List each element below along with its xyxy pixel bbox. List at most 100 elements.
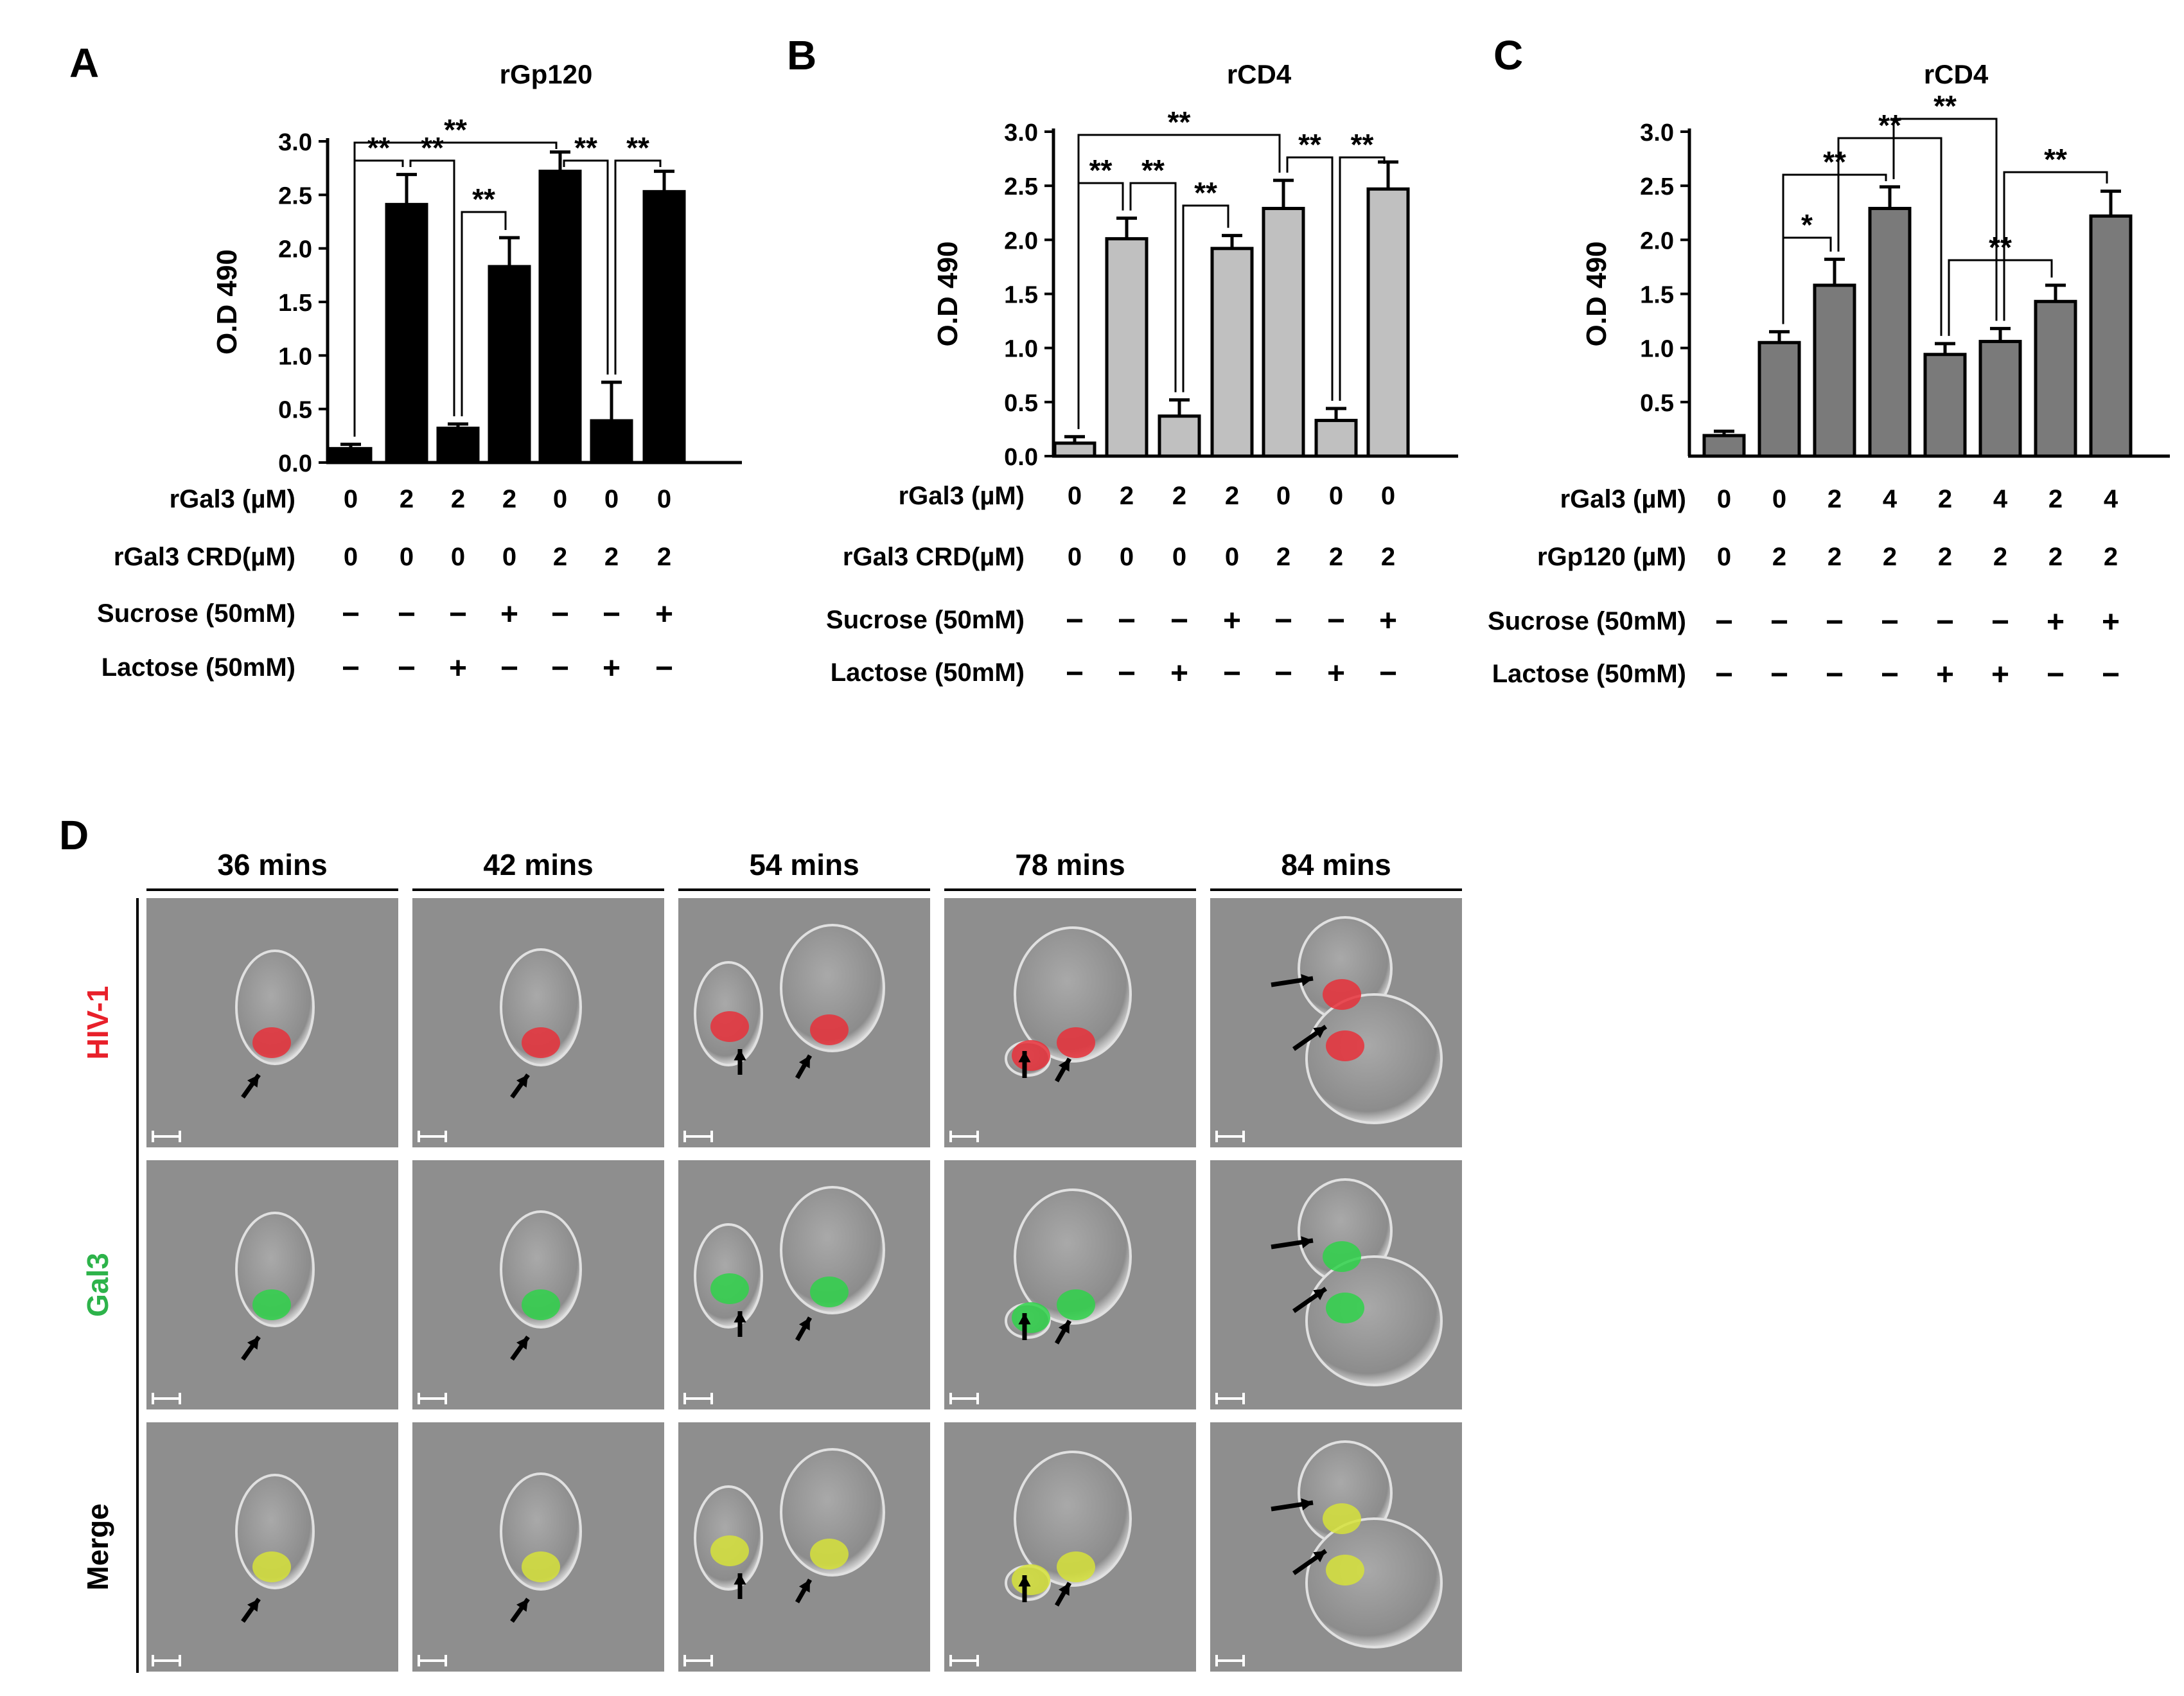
- condition-value: −: [1327, 604, 1345, 638]
- y-tick-label: 3.0: [278, 129, 312, 156]
- scale-bar: [949, 1655, 979, 1666]
- cell: [780, 1186, 885, 1314]
- condition-value: 0: [1172, 543, 1186, 571]
- condition-value: −: [342, 651, 360, 685]
- condition-value: −: [1826, 605, 1844, 639]
- condition-value: +: [2102, 605, 2120, 639]
- significance-bracket: [409, 159, 455, 416]
- condition-value: −: [1379, 657, 1397, 691]
- condition-label: rGal3 (µM): [170, 485, 295, 513]
- arrow-head: [798, 1580, 810, 1593]
- y-tick-label: 1.5: [1640, 282, 1674, 309]
- arrow-head: [1301, 1236, 1313, 1249]
- y-tick-label: 3.0: [1640, 119, 1674, 146]
- significance-label: **: [1878, 109, 1901, 142]
- condition-value: 0: [344, 543, 358, 571]
- condition-label: rGp120 (µM): [1537, 543, 1686, 571]
- bar: [1923, 353, 1967, 458]
- cell: [780, 924, 885, 1052]
- bar: [436, 427, 480, 464]
- condition-value: 2: [604, 543, 619, 571]
- condition-value: 0: [1381, 482, 1395, 510]
- condition-value: +: [1379, 604, 1397, 638]
- bar: [329, 446, 373, 464]
- condition-value: +: [449, 651, 467, 685]
- fluorescence-signal: [1326, 1030, 1364, 1061]
- significance-label: **: [2044, 143, 2067, 176]
- micrograph-tile: [1210, 1160, 1462, 1409]
- arrow-head: [1301, 974, 1313, 987]
- scale-bar: [1215, 1131, 1245, 1142]
- condition-value: −: [1715, 658, 1733, 692]
- condition-value: +: [2047, 605, 2065, 639]
- arrow-head: [247, 1337, 259, 1350]
- condition-value: 2: [1938, 485, 1952, 513]
- condition-label: rGal3 CRD(µM): [114, 543, 295, 571]
- condition-label: Lactose (50mM): [101, 653, 295, 682]
- significance-bracket: [1286, 156, 1334, 401]
- fluorescence-signal: [1057, 1289, 1095, 1320]
- scale-bar: [683, 1131, 713, 1142]
- micrograph-tile: [412, 1160, 664, 1409]
- scale-bar: [1215, 1655, 1245, 1666]
- condition-label: Lactose (50mM): [831, 658, 1025, 687]
- condition-value: 2: [1993, 543, 2007, 571]
- arrow-head: [734, 1573, 746, 1585]
- timepoint-label: 42 mins: [483, 848, 593, 881]
- arrow-head: [516, 1075, 528, 1088]
- y-tick-label: 1.0: [1004, 336, 1038, 363]
- arrow-head: [734, 1311, 746, 1323]
- condition-value: −: [1118, 657, 1136, 691]
- bar: [488, 265, 531, 464]
- condition-value: −: [603, 597, 621, 632]
- condition-value: +: [1170, 657, 1188, 691]
- y-tick-label: 2.0: [1004, 227, 1038, 254]
- condition-value: −: [1770, 658, 1788, 692]
- condition-value: 2: [1120, 482, 1134, 510]
- significance-label: **: [1351, 128, 1374, 161]
- micrograph-tile: [146, 1160, 398, 1409]
- scale-bar: [683, 1393, 713, 1404]
- micrograph-tile: [1210, 898, 1462, 1147]
- fluorescence-signal: [522, 1551, 560, 1582]
- bar: [1702, 434, 1746, 458]
- condition-value: −: [1274, 604, 1292, 638]
- condition-value: 2: [2104, 543, 2118, 571]
- bar: [590, 419, 633, 464]
- fluorescence-signal: [522, 1289, 560, 1320]
- chart-title: rCD4: [1227, 59, 1292, 89]
- condition-value: −: [551, 597, 569, 632]
- y-tick-label: 2.0: [1640, 227, 1674, 254]
- cell: [1305, 1255, 1443, 1386]
- condition-value: 0: [604, 485, 619, 513]
- bar: [642, 190, 686, 464]
- condition-value: 0: [553, 485, 567, 513]
- condition-value: −: [1826, 658, 1844, 692]
- y-axis-label: O.D 490: [1581, 242, 1612, 347]
- condition-value: 0: [1276, 482, 1290, 510]
- timepoint-label: 78 mins: [1015, 848, 1125, 881]
- condition-value: 2: [657, 543, 671, 571]
- condition-value: 4: [1883, 485, 1898, 513]
- micrograph-tile: [678, 898, 930, 1147]
- significance-bracket: [1077, 134, 1281, 429]
- bar: [1210, 247, 1254, 458]
- scale-bar: [152, 1131, 181, 1142]
- arrow-head: [247, 1599, 259, 1612]
- cell: [780, 1448, 885, 1577]
- bar: [1053, 441, 1096, 458]
- condition-value: 0: [1120, 543, 1134, 571]
- condition-value: −: [1274, 657, 1292, 691]
- fluorescence-signal: [710, 1535, 749, 1566]
- significance-label: **: [1194, 176, 1217, 209]
- condition-value: 2: [1827, 485, 1842, 513]
- fluorescence-signal: [522, 1027, 560, 1058]
- condition-value: −: [342, 597, 360, 632]
- fluorescence-signal: [1323, 1503, 1361, 1534]
- fluorescence-signal: [252, 1027, 291, 1058]
- significance-label: **: [444, 113, 467, 146]
- condition-value: −: [449, 597, 467, 632]
